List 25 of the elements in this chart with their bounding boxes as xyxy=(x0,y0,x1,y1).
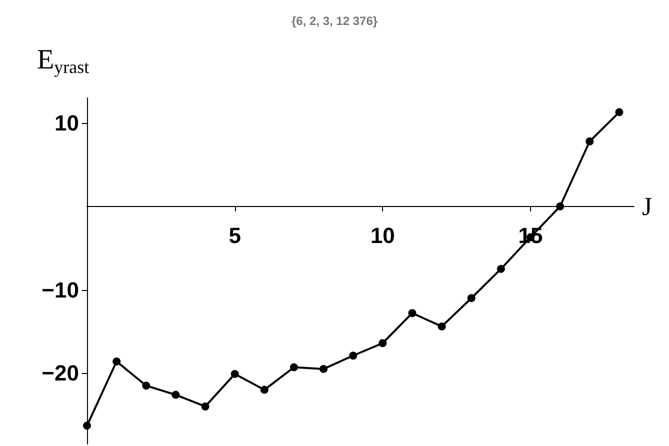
point xyxy=(408,309,416,318)
point xyxy=(378,339,387,348)
x-tick-label: 10 xyxy=(370,222,395,248)
point xyxy=(290,363,298,372)
point xyxy=(83,422,91,430)
point xyxy=(142,382,150,390)
point xyxy=(586,137,594,146)
x-tick-label: 5 xyxy=(228,222,241,248)
y-tick-label: −10 xyxy=(42,277,79,302)
point xyxy=(172,390,180,399)
point xyxy=(320,364,328,373)
chart-title: {6, 2, 3, 12 376} xyxy=(291,14,378,28)
point xyxy=(201,402,210,410)
point xyxy=(615,108,624,116)
y-tick-label: −20 xyxy=(42,360,79,386)
point xyxy=(112,357,121,366)
point xyxy=(467,294,476,302)
point xyxy=(496,264,505,273)
point xyxy=(438,322,446,330)
y-tick-label: 10 xyxy=(54,110,79,136)
point xyxy=(556,202,564,210)
point xyxy=(349,352,358,360)
point xyxy=(260,386,268,394)
point xyxy=(230,370,239,378)
x-axis-title: J xyxy=(642,192,652,221)
